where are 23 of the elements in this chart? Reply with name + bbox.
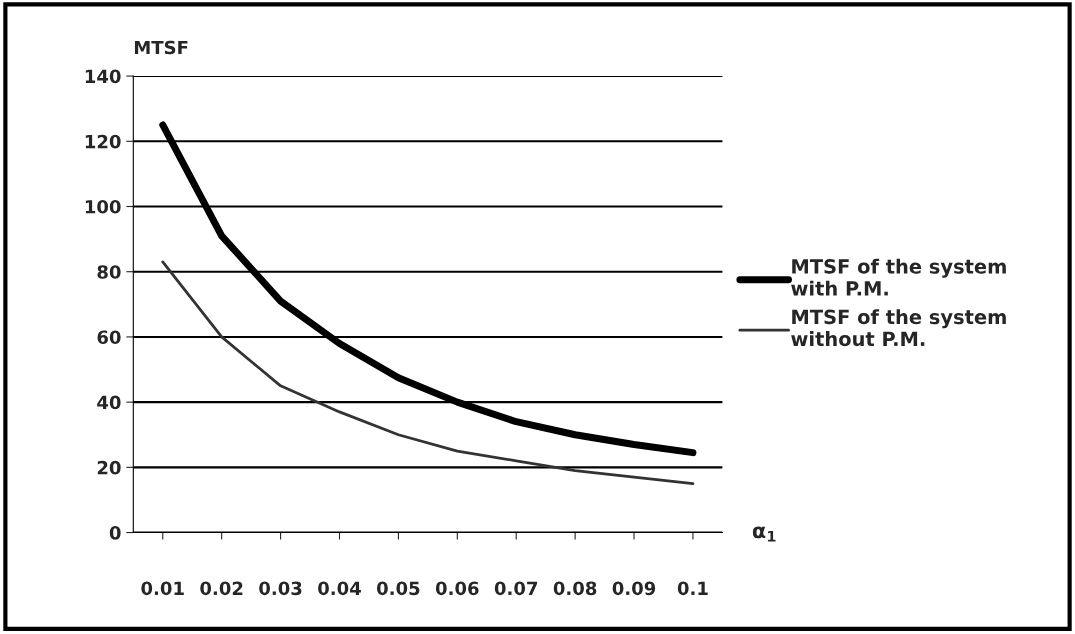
x-tick-label: 0.05	[376, 581, 420, 596]
x-tick-label: 0.03	[259, 581, 302, 596]
y-axis-title: MTSF	[134, 40, 188, 55]
x-tick-label: 0.04	[318, 581, 361, 596]
line-series	[161, 260, 695, 486]
x-tick-label: 0.02	[200, 581, 243, 596]
y-tick-label: 60	[97, 330, 121, 345]
y-tick-label: 80	[97, 265, 121, 279]
y-tick-label: 120	[85, 134, 121, 149]
x-tick-label: 0.08	[553, 581, 597, 596]
x-tick-label: 0.1	[677, 581, 708, 596]
legend-label: MTSF of the system without P.M.	[791, 309, 1006, 347]
y-tick-label: 140	[85, 69, 121, 84]
y-tick-label: 40	[97, 395, 121, 410]
x-tick-label: 0.06	[435, 581, 479, 596]
y-tick-label: 0	[109, 526, 121, 540]
y-tick-label: 20	[97, 460, 121, 475]
x-tick-label: 0.09	[612, 581, 656, 596]
legend-label: MTSF of the system with P.M.	[791, 258, 1006, 296]
y-tick-label: 100	[85, 199, 121, 214]
x-tick-label: 0.07	[494, 581, 538, 596]
x-axis-title: α$_{1}$	[752, 526, 776, 542]
x-tick-label: 0.01	[141, 581, 184, 596]
